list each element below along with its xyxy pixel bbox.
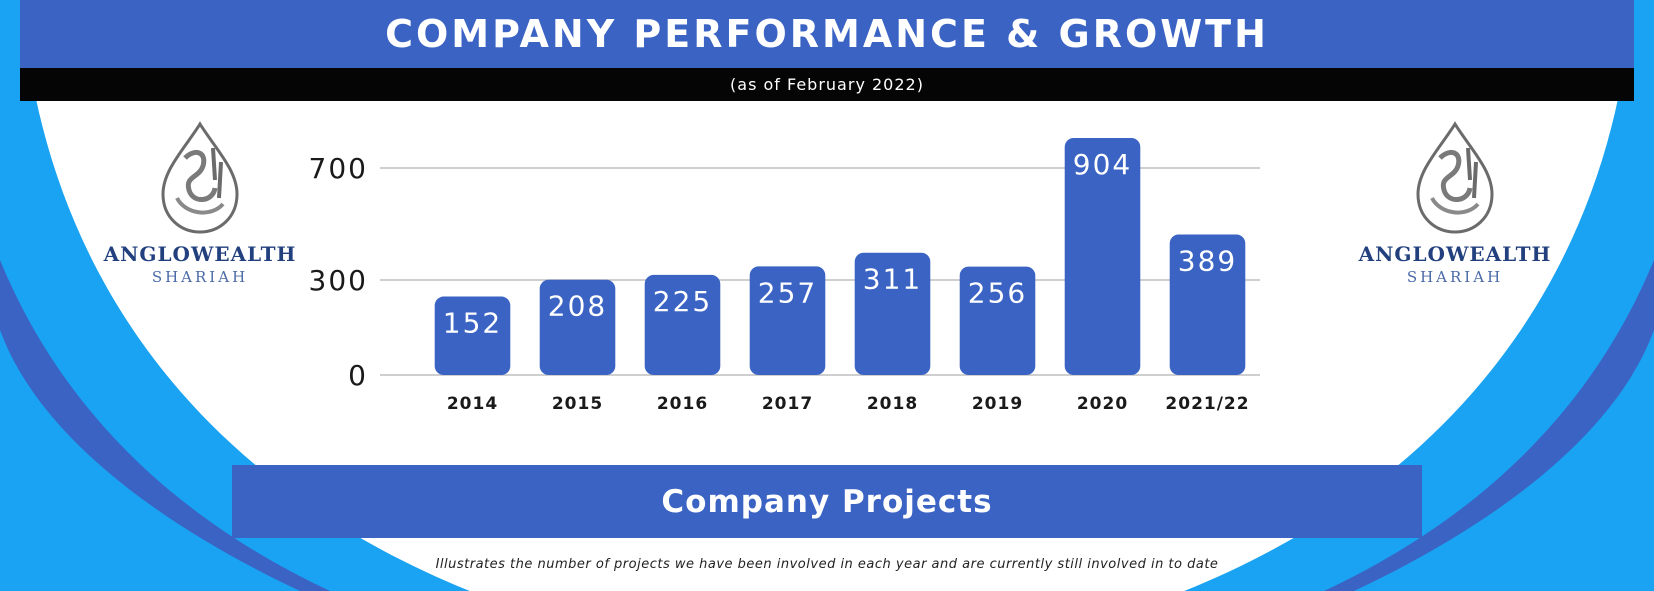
x-tick-label: 2019: [972, 394, 1023, 414]
bar: [749, 266, 826, 375]
right-inner-arc: [1324, 260, 1654, 591]
bar: [539, 279, 616, 375]
logo-right: ANGLOWEALTH SHARIAH: [1355, 118, 1555, 288]
bar: [1064, 138, 1141, 375]
logo-right-name: ANGLOWEALTH: [1358, 242, 1552, 266]
x-tick-label: 2018: [867, 394, 918, 414]
bar-value-label: 256: [968, 277, 1027, 310]
bar: [959, 266, 1036, 375]
chart-caption: Illustrates the number of projects we ha…: [435, 556, 1219, 572]
calligraphy-emblem-icon: [1416, 121, 1494, 234]
bar-value-label: 311: [863, 263, 922, 296]
y-tick-label: 300: [309, 264, 368, 297]
x-tick-label: 2014: [447, 394, 498, 414]
bar-value-label: 208: [548, 290, 607, 323]
bar-value-label: 152: [443, 307, 502, 340]
bar-value-label: 225: [653, 285, 712, 318]
bar: [644, 274, 721, 375]
bar: [854, 252, 931, 375]
chart-title-banner: Company Projects: [232, 465, 1422, 538]
calligraphy-emblem-icon: [161, 121, 239, 234]
bar-value-label: 389: [1178, 244, 1237, 277]
x-tick-label: 2016: [657, 394, 708, 414]
logo-left-name: ANGLOWEALTH: [103, 242, 297, 266]
central-white-panel: [22, 0, 1632, 591]
logo-right-sub: SHARIAH: [1406, 268, 1504, 286]
x-tick-label: 2015: [552, 394, 603, 414]
left-inner-arc: [0, 260, 330, 591]
y-tick-label: 700: [309, 152, 368, 185]
bar-value-label: 257: [758, 276, 817, 309]
bar: [1169, 234, 1246, 375]
projects-bar-chart: 0 300 700 152 2014 208 2015 225 2016 257 2017 311 20…: [309, 138, 1260, 414]
x-tick-label: 2021/22: [1165, 394, 1249, 414]
logo-left-sub: SHARIAH: [151, 268, 249, 286]
bar-value-label: 904: [1073, 148, 1132, 181]
x-tick-label: 2020: [1077, 394, 1128, 414]
y-tick-label: 0: [348, 359, 368, 392]
logo-left: ANGLOWEALTH SHARIAH: [100, 118, 300, 288]
bar: [434, 296, 511, 375]
x-tick-label: 2017: [762, 394, 813, 414]
page-title: COMPANY PERFORMANCE & GROWTH: [20, 0, 1634, 68]
date-subtitle: (as of February 2022): [20, 68, 1634, 101]
